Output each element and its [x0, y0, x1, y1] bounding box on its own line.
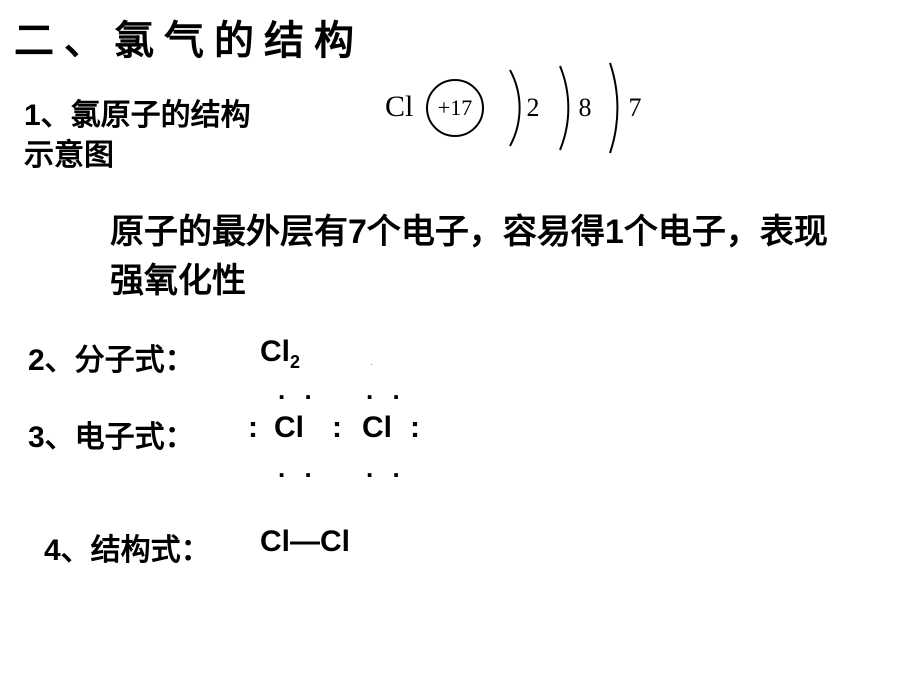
- lewis-element-1: Cl: [274, 411, 304, 445]
- lewis-dots-bottom-left: . .: [278, 453, 318, 484]
- lewis-colon-left: :: [248, 411, 258, 445]
- molecular-formula: Cl2: [260, 335, 300, 373]
- formula2-base: Cl: [260, 335, 290, 368]
- item3-label: 3、电子式：: [28, 412, 195, 456]
- lewis-structure: . . . . : Cl : Cl : . . . .: [230, 373, 490, 483]
- shell-count-3: 7: [629, 93, 642, 122]
- item4-label: 4、结构式：: [44, 525, 211, 569]
- lewis-dots-bottom-right: . .: [366, 453, 406, 484]
- shell-arc-1: [510, 70, 520, 146]
- item1-label-line1: 1、氯原子的结构: [24, 90, 251, 134]
- lewis-dots-top-left: . .: [278, 375, 318, 406]
- lewis-colon-mid: :: [332, 411, 342, 445]
- atom-structure-diagram: Cl +17 2 8 7: [375, 58, 695, 168]
- formula2-subscript: 2: [290, 352, 300, 372]
- shell-arc-2: [560, 66, 568, 150]
- lewis-element-2: Cl: [362, 411, 392, 445]
- slide-marker-dot: ·: [370, 360, 373, 369]
- lewis-dots-top-right: . .: [366, 375, 406, 406]
- explanation-paragraph: 原子的最外层有7个电子，容易得1个电子，表现强氧化性: [110, 208, 830, 307]
- shell-arc-3: [610, 63, 617, 153]
- lewis-colon-right: :: [410, 411, 420, 445]
- section-title: 二、氯气的结构: [14, 8, 364, 66]
- item2-label: 2、分子式：: [28, 335, 195, 379]
- structural-formula: Cl—Cl: [260, 525, 350, 559]
- nucleus-charge: +17: [438, 95, 472, 120]
- atom-symbol: Cl: [385, 90, 413, 123]
- shell-count-1: 2: [527, 93, 540, 122]
- item1-label-line2: 示意图: [24, 130, 114, 174]
- shell-count-2: 8: [579, 93, 592, 122]
